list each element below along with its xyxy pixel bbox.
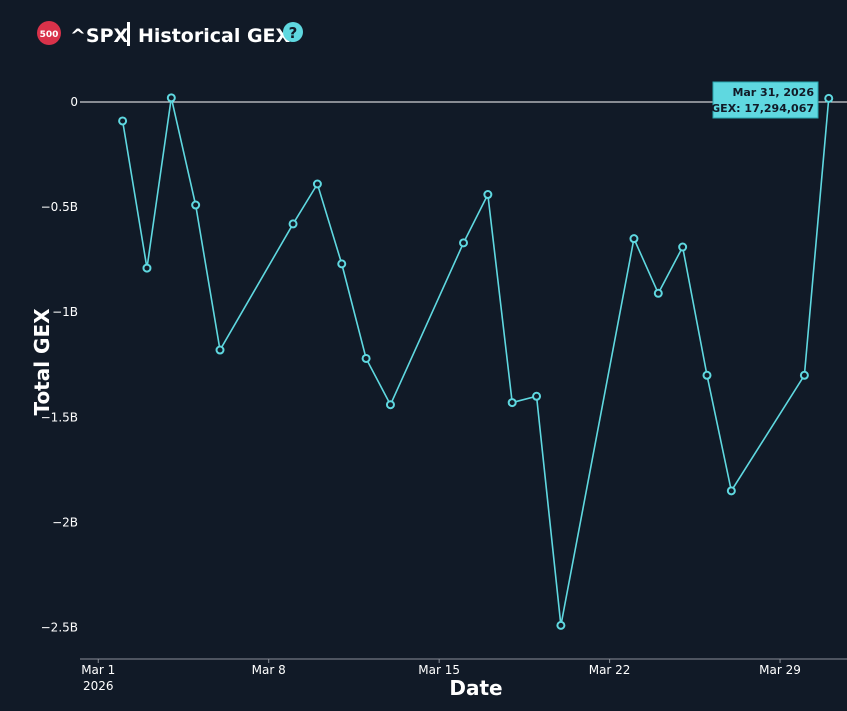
x-tick-label: Mar 15: [418, 663, 460, 677]
series-line: [121, 97, 830, 626]
symbol: ^SPX: [70, 25, 129, 47]
y-tick-label: −0.5B: [41, 200, 78, 214]
point: [532, 391, 542, 401]
point: [385, 400, 395, 410]
help-text[interactable]: ?: [289, 24, 298, 42]
y-tick-label: −2.5B: [41, 620, 78, 634]
x-tick-label: Mar 1: [81, 663, 115, 677]
separator: [127, 22, 130, 46]
badge-icon: [37, 21, 61, 45]
x-tick-label: Mar 29: [759, 663, 801, 677]
point: [824, 93, 834, 103]
point: [556, 620, 566, 630]
y-tick-label: −1B: [52, 305, 78, 319]
point: [459, 238, 468, 248]
y-tick-label: 0: [70, 95, 78, 109]
y-tick-label: −2B: [52, 515, 78, 529]
point: [483, 190, 493, 200]
point: [726, 486, 736, 496]
x-axis-title: Date: [449, 676, 502, 700]
point: [678, 242, 688, 252]
point: [215, 345, 225, 355]
point: [118, 116, 128, 126]
point: [142, 263, 152, 273]
tooltip-value: GEX: 17,294,067: [711, 102, 814, 115]
point: [507, 398, 517, 408]
x-tick-label: Mar 8: [252, 663, 286, 677]
point: [337, 259, 347, 269]
point: [799, 370, 809, 380]
point: [702, 370, 712, 380]
tooltip-box: [712, 81, 819, 119]
point: [288, 219, 298, 229]
help-icon[interactable]: [283, 22, 303, 42]
chart-title: Historical GEX: [138, 25, 291, 47]
tooltip-date: Mar 31, 2026: [732, 86, 814, 99]
y-tick-label: −1.5B: [41, 410, 78, 424]
y-axis-title: Total GEX: [30, 308, 54, 416]
x-tick-sublabel: 2026: [83, 679, 114, 693]
point: [166, 93, 176, 103]
point: [361, 353, 371, 363]
badge-text: 500: [40, 30, 59, 40]
x-tick-label: Mar 22: [589, 663, 631, 677]
tooltip: Mar 31, 2026 GEX: 17,294,067: [711, 81, 819, 119]
point: [629, 234, 639, 244]
point: [653, 288, 663, 298]
point: [312, 179, 322, 189]
point: [191, 200, 201, 210]
